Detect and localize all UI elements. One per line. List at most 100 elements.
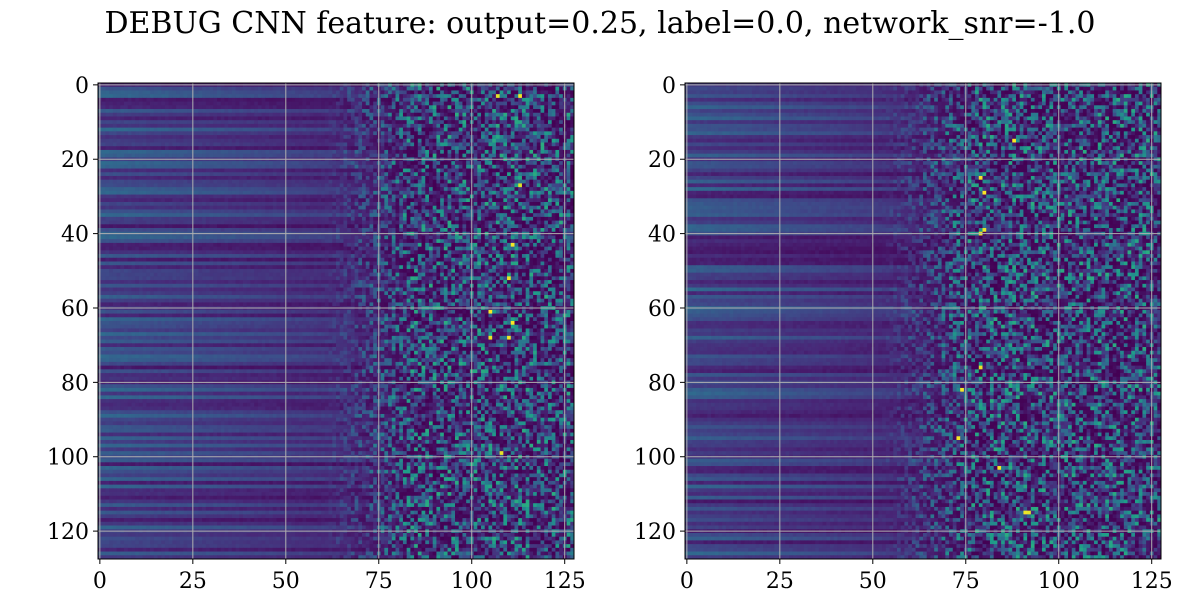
- heatmap-cell: [459, 165, 463, 169]
- heatmap-cell: [414, 128, 418, 132]
- heatmap-cell: [314, 169, 318, 173]
- heatmap-cell: [477, 105, 481, 109]
- heatmap-cell: [455, 94, 459, 98]
- heatmap-cell: [299, 221, 303, 225]
- heatmap-cell: [481, 150, 485, 154]
- heatmap-cell: [128, 217, 132, 221]
- heatmap-cell: [343, 143, 347, 147]
- heatmap-cell: [109, 165, 113, 169]
- heatmap-cell: [496, 176, 500, 180]
- heatmap-cell: [165, 135, 169, 139]
- heatmap-cell: [529, 116, 533, 120]
- heatmap-cell: [120, 120, 124, 124]
- heatmap-cell: [336, 94, 340, 98]
- heatmap-cell: [124, 206, 128, 210]
- heatmap-cell: [526, 165, 530, 169]
- heatmap-cell: [544, 98, 548, 102]
- heatmap-cell: [336, 221, 340, 225]
- heatmap-cell: [198, 198, 202, 202]
- heatmap-cell: [232, 198, 236, 202]
- heatmap-cell: [239, 94, 243, 98]
- heatmap-cell: [362, 224, 366, 228]
- heatmap-cell: [444, 87, 448, 91]
- heatmap-cell: [325, 131, 329, 135]
- heatmap-cell: [388, 209, 392, 213]
- heatmap-cell: [243, 206, 247, 210]
- heatmap-cell: [124, 154, 128, 158]
- heatmap-cell: [243, 139, 247, 143]
- heatmap-cell: [172, 109, 176, 113]
- heatmap-cell: [165, 202, 169, 206]
- heatmap-cell: [436, 131, 440, 135]
- heatmap-cell: [269, 113, 273, 117]
- heatmap-cell: [355, 198, 359, 202]
- heatmap-cell: [165, 139, 169, 143]
- heatmap-cell: [299, 154, 303, 158]
- heatmap-cell: [414, 139, 418, 143]
- heatmap-cell: [462, 187, 466, 191]
- heatmap-cell: [515, 172, 519, 176]
- heatmap-cell: [280, 172, 284, 176]
- heatmap-cell: [422, 116, 426, 120]
- heatmap-cell: [440, 124, 444, 128]
- heatmap-cell: [425, 161, 429, 165]
- heatmap-cell: [522, 90, 526, 94]
- heatmap-cell: [455, 169, 459, 173]
- heatmap-cell: [529, 183, 533, 187]
- heatmap-cell: [210, 143, 214, 147]
- heatmap-cell: [381, 172, 385, 176]
- heatmap-cell: [500, 135, 504, 139]
- heatmap-cell: [139, 124, 143, 128]
- heatmap-cell: [474, 224, 478, 228]
- heatmap-cell: [273, 187, 277, 191]
- heatmap-cell: [221, 198, 225, 202]
- heatmap-cell: [343, 98, 347, 102]
- heatmap-cell: [529, 150, 533, 154]
- heatmap-cell: [366, 161, 370, 165]
- heatmap-cell: [436, 217, 440, 221]
- heatmap-cell: [381, 94, 385, 98]
- heatmap-cell: [217, 176, 221, 180]
- heatmap-cell: [317, 150, 321, 154]
- heatmap-cell: [488, 124, 492, 128]
- heatmap-cell: [347, 94, 351, 98]
- heatmap-cell: [250, 116, 254, 120]
- heatmap-cell: [150, 169, 154, 173]
- heatmap-cell: [113, 213, 117, 217]
- heatmap-cell: [262, 113, 266, 117]
- heatmap-cell: [236, 120, 240, 124]
- heatmap-cell: [165, 176, 169, 180]
- heatmap-cell: [544, 165, 548, 169]
- heatmap-cell: [396, 131, 400, 135]
- heatmap-cell: [362, 169, 366, 173]
- heatmap-cell: [351, 224, 355, 228]
- heatmap-cell: [511, 131, 515, 135]
- heatmap-cell: [139, 217, 143, 221]
- heatmap-cell: [291, 94, 295, 98]
- heatmap-cell: [239, 169, 243, 173]
- heatmap-cell: [552, 213, 556, 217]
- heatmap-cell: [448, 90, 452, 94]
- heatmap-cell: [109, 139, 113, 143]
- heatmap-cell: [288, 124, 292, 128]
- heatmap-cell: [198, 98, 202, 102]
- heatmap-cell: [143, 161, 147, 165]
- heatmap-cell: [128, 224, 132, 228]
- heatmap-cell: [522, 94, 526, 98]
- heatmap-cell: [533, 206, 537, 210]
- heatmap-cell: [321, 221, 325, 225]
- heatmap-cell: [303, 102, 307, 106]
- heatmap-cell: [187, 217, 191, 221]
- heatmap-cell: [254, 116, 258, 120]
- heatmap-cell: [295, 172, 299, 176]
- heatmap-cell: [224, 102, 228, 106]
- heatmap-cell: [343, 176, 347, 180]
- heatmap-cell: [306, 146, 310, 150]
- heatmap-cell: [414, 113, 418, 117]
- heatmap-cell: [161, 165, 165, 169]
- heatmap-cell: [187, 109, 191, 113]
- heatmap-cell: [146, 116, 150, 120]
- heatmap-cell: [206, 165, 210, 169]
- heatmap-cell: [492, 172, 496, 176]
- heatmap-cell: [325, 128, 329, 132]
